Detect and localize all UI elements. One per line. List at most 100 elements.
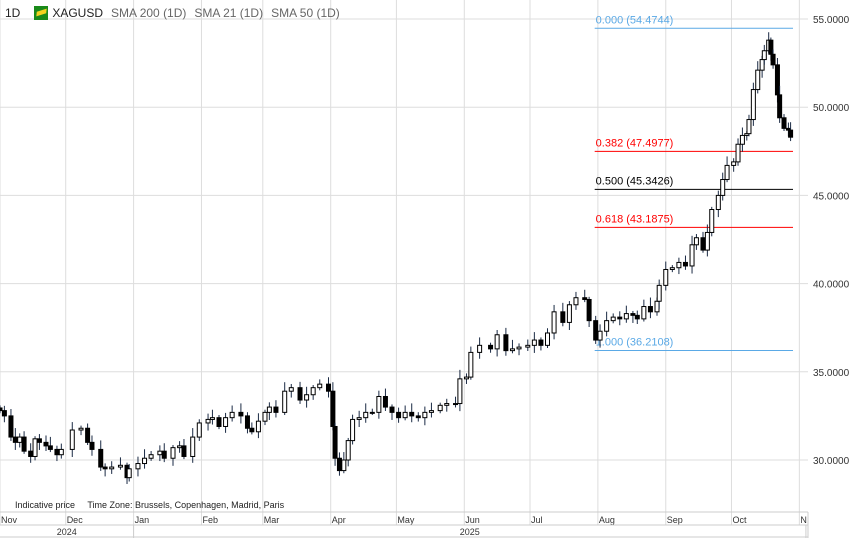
candle [78, 425, 84, 436]
candle [330, 382, 336, 431]
timeframe-label[interactable]: 1D [5, 6, 21, 20]
month-label: Feb [202, 515, 218, 525]
candle-body-down [389, 406, 395, 413]
chart-footnote: Indicative price Time Zone: Brussels, Co… [15, 500, 294, 510]
candle-body-up [720, 179, 726, 196]
candle [356, 410, 362, 428]
candle-body-down [777, 94, 783, 119]
candle-body-down [330, 390, 336, 427]
candle [604, 311, 610, 337]
fib-level-label: 0.382 (47.4977) [596, 137, 674, 149]
candle-body-up [516, 346, 522, 350]
candle [98, 440, 104, 471]
candle [582, 289, 588, 303]
candle [477, 337, 483, 359]
indicator-sma-50[interactable]: SMA 50 (1D) [271, 6, 340, 20]
candle [17, 433, 23, 448]
candle [0, 405, 3, 414]
candle-body-down [593, 320, 599, 341]
candle-body-down [28, 450, 34, 457]
candle-body-down [297, 387, 303, 401]
candle-body-up [317, 383, 323, 389]
candle [656, 279, 662, 309]
indicator-sma-21[interactable]: SMA 21 (1D) [194, 6, 264, 20]
candle-body-up [566, 304, 572, 323]
candle-body-up [457, 378, 463, 405]
candle-body-down [0, 407, 3, 412]
candle [205, 413, 211, 431]
candle-body-up [282, 390, 288, 413]
candle [157, 445, 163, 462]
indicator-sma-200[interactable]: SMA 200 (1D) [111, 6, 187, 20]
candle [255, 413, 261, 439]
candle [755, 61, 761, 94]
candle-body-down [273, 406, 279, 413]
candle-body-up [78, 427, 84, 431]
candle [196, 419, 202, 441]
candle [545, 328, 550, 348]
candle-body-up [422, 411, 428, 419]
candle-body-down [216, 417, 222, 427]
candle-body-up [117, 464, 123, 468]
candle-body-down [12, 436, 18, 443]
y-tick-label: 40.0000 [813, 280, 850, 291]
candle-body-down [36, 438, 42, 443]
candle-body-down [682, 261, 688, 267]
candle [617, 311, 623, 326]
y-tick-label: 55.0000 [813, 15, 850, 26]
candle [634, 310, 640, 324]
month-label: Jan [135, 515, 150, 525]
candle [402, 405, 408, 421]
y-tick-label: 30.0000 [813, 456, 850, 467]
month-label: Aug [599, 515, 615, 525]
candle-body-up [205, 418, 211, 424]
candle-body-up [109, 466, 115, 470]
candle-body-up [209, 417, 215, 420]
grid-lines [0, 0, 808, 525]
candle [538, 337, 544, 351]
candle-body-up [453, 403, 459, 406]
candle-body-down [560, 311, 566, 323]
candle-body-up [262, 411, 268, 422]
candle-body-down [538, 339, 544, 346]
candle [273, 400, 279, 418]
candle-body-down [503, 334, 509, 352]
price-axis[interactable]: 30.0000 35.0000 40.0000 45.0000 50.0000 55.00… [813, 15, 850, 467]
candle [777, 85, 783, 123]
fibonacci-retracement[interactable]: 0.000 (54.4744) 0.382 (47.4977) 0.500 (45.… [594, 14, 793, 351]
candle [669, 265, 675, 273]
candle-body-up [709, 209, 715, 233]
time-axis[interactable]: Nov Dec Jan Feb Mar Apr May Jun Jul Aug Sep Oct N 202… [0, 511, 809, 538]
candle-body-down [409, 411, 415, 417]
candle [21, 431, 27, 454]
candle [597, 324, 603, 348]
candle [428, 402, 434, 418]
candle [142, 449, 148, 469]
candle-body-up [148, 454, 154, 459]
candle [326, 377, 331, 398]
candle-body-down [781, 117, 787, 129]
candle [457, 369, 463, 412]
candle-body-down [43, 441, 49, 447]
month-label: Jun [465, 515, 480, 525]
candle [704, 224, 710, 257]
candle-body-up [32, 438, 38, 457]
candle-body-down [770, 53, 776, 66]
candle [209, 409, 215, 425]
symbol-label[interactable]: XAGUSD [52, 6, 104, 20]
candle [32, 436, 38, 461]
candle-body-up [177, 445, 183, 449]
candle-body-up [356, 417, 362, 420]
y-tick-label: 45.0000 [813, 191, 850, 202]
candle-body-up [494, 334, 500, 350]
candle-body-up [69, 429, 75, 450]
candle [297, 381, 303, 404]
candle-body-up [531, 339, 537, 346]
candle [177, 441, 183, 453]
candle-body-up [468, 351, 474, 378]
candle-body-up [288, 387, 294, 392]
candle [332, 422, 338, 466]
candle [54, 445, 60, 462]
candle-body-up [610, 316, 616, 322]
